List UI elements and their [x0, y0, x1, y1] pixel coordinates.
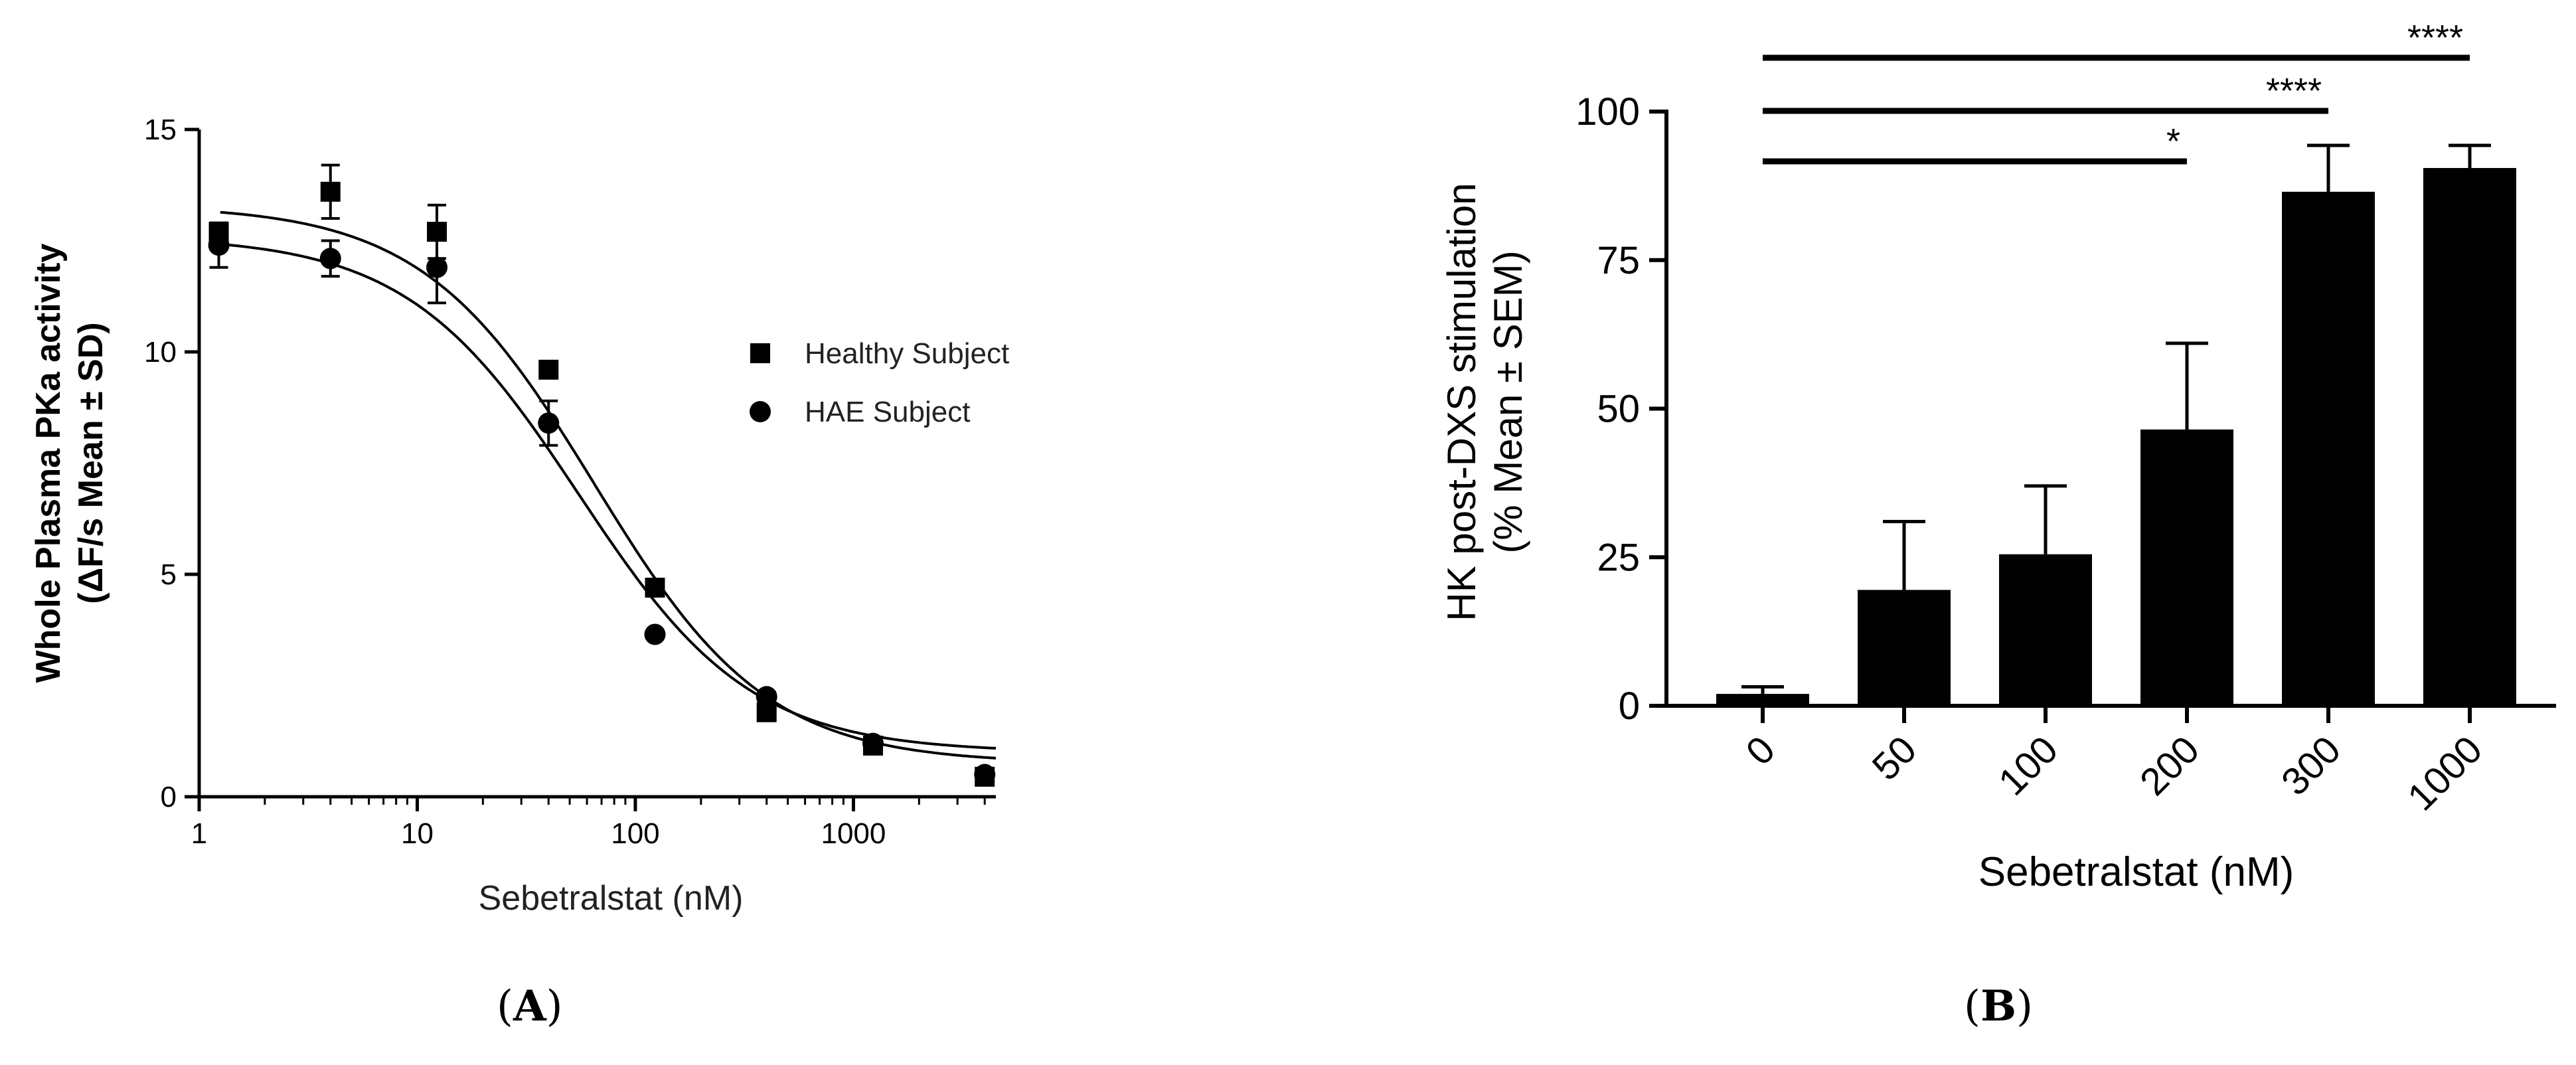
data-point-hae: [862, 732, 884, 754]
y-tick-label: 0: [161, 781, 177, 813]
y-axis-label-line: Whole Plasma PKa activity: [29, 244, 68, 683]
significance-label: *: [2166, 122, 2180, 161]
data-point-hae: [974, 764, 996, 785]
legend-label: HAE Subject: [805, 396, 970, 428]
bar: [2282, 191, 2375, 706]
panel-b-letter: B: [1980, 981, 2017, 1031]
y-tick-label: 10: [144, 336, 177, 369]
data-point-hae: [756, 686, 777, 708]
y-tick-label: 100: [1575, 90, 1640, 133]
data-point-healthy: [538, 359, 559, 380]
y-axis-label-line: HK post-DXS stimulation: [1439, 183, 1484, 621]
panel-a-open-paren: (: [497, 982, 513, 1031]
data-point-healthy: [320, 181, 341, 202]
y-axis-label: HK post-DXS stimulation(% Mean ± SEM): [1439, 183, 1530, 621]
x-tick-label: 100: [1990, 728, 2066, 803]
y-axis-label: Whole Plasma PKa activity (ΔF/s Mean ± SD…: [29, 244, 110, 683]
y-axis-label-line: (ΔF/s Mean ± SD): [72, 322, 110, 604]
x-tick-label: 1000: [2399, 728, 2490, 819]
panel-a-letter: A: [513, 981, 546, 1031]
x-axis-label: Sebetralstat (nM): [479, 879, 744, 918]
legend-label: Healthy Subject: [805, 337, 1009, 370]
significance-label: ****: [2407, 18, 2463, 58]
panel-a-caption: (A): [497, 981, 563, 1031]
legend-marker-healthy: [750, 343, 770, 363]
data-point-hae: [319, 248, 341, 270]
y-tick-label: 15: [144, 114, 177, 146]
x-tick-label: 50: [1864, 728, 1925, 789]
bar: [1858, 590, 1951, 706]
x-tick-label: 300: [2273, 728, 2349, 803]
x-tick-label: 1: [191, 817, 207, 850]
x-tick-label: 1000: [821, 817, 886, 850]
data-point-hae: [208, 234, 230, 256]
bar: [2140, 429, 2233, 706]
y-tick-label: 0: [1619, 685, 1640, 728]
data-point-hae: [426, 256, 448, 278]
panel-b-open-paren: (: [1964, 982, 1980, 1031]
bar: [2423, 168, 2516, 706]
bar: [1716, 694, 1809, 706]
fit-curve-healthy: [220, 210, 997, 760]
y-axis-label-line: (% Mean ± SEM): [1486, 250, 1530, 553]
y-tick-label: 5: [161, 558, 177, 591]
y-tick-label: 75: [1597, 239, 1640, 282]
data-point-hae: [644, 623, 666, 645]
panel-a-close-paren: ): [546, 982, 563, 1031]
data-point-healthy: [645, 578, 665, 598]
y-tick-label: 50: [1597, 388, 1640, 431]
y-tick-label: 25: [1597, 536, 1640, 579]
x-axis-label: Sebetralstat (nM): [1978, 849, 2294, 895]
x-tick-label: 200: [2132, 728, 2208, 803]
legend-marker-hae: [750, 401, 771, 422]
x-tick-label: 100: [611, 817, 659, 850]
x-tick-label: 10: [401, 817, 434, 850]
x-tick-label: 0: [1737, 728, 1783, 774]
bar: [1999, 554, 2092, 706]
panel-b-caption: (B): [1964, 981, 2033, 1031]
fit-curve-hae: [220, 242, 997, 750]
panel-b-close-paren: ): [2016, 982, 2034, 1031]
significance-label: ****: [2266, 71, 2322, 111]
chart-a-dose-response: 0 5 10 15 1 10 100 1000 Sebetralstat (nM) Whole P…: [29, 114, 1009, 918]
data-point-hae: [538, 412, 560, 434]
